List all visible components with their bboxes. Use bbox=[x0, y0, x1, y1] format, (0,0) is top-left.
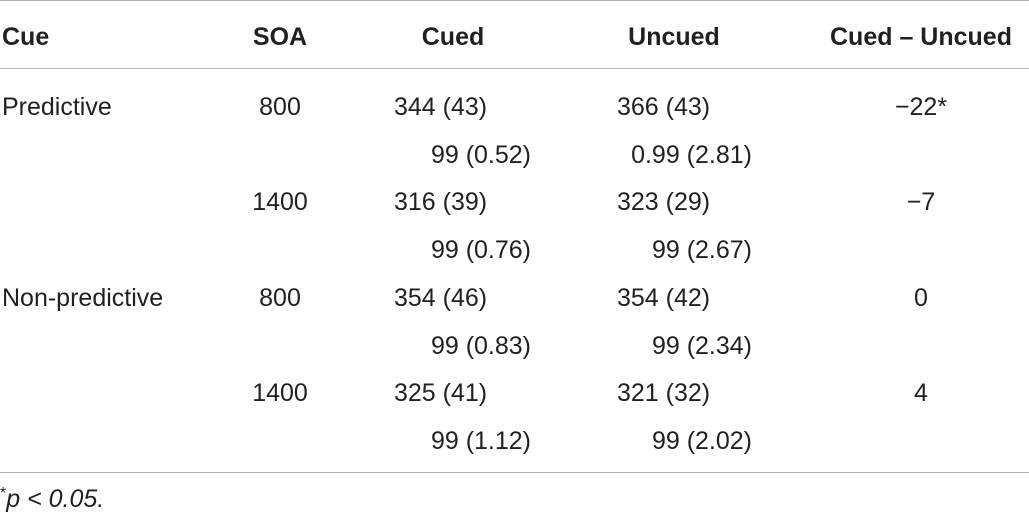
header-cued: Cued bbox=[421, 23, 485, 51]
footnote-text: p < 0.05. bbox=[6, 485, 105, 513]
row-uncued-rt: 323 (29) bbox=[617, 188, 711, 216]
row-soa: 800 bbox=[259, 93, 301, 121]
row-uncued-rt: 321 (32) bbox=[617, 379, 711, 407]
row-cued-rt: 325 (41) bbox=[394, 379, 488, 407]
row-uncued-rt: 354 (42) bbox=[617, 284, 711, 312]
row-difference: 4 bbox=[914, 379, 928, 407]
row-soa: 800 bbox=[259, 284, 301, 312]
footnote-marker: * bbox=[0, 485, 7, 502]
row-difference: −7 bbox=[906, 188, 936, 216]
header-cue: Cue bbox=[2, 23, 50, 51]
header-soa: SOA bbox=[252, 23, 308, 51]
row-uncued-rt: 366 (43) bbox=[617, 93, 711, 121]
row-cued-rt: 354 (46) bbox=[394, 284, 488, 312]
header-uncued: Uncued bbox=[628, 23, 720, 51]
bottom-rule bbox=[0, 472, 1029, 473]
row-uncued-accuracy: 99 (2.02) bbox=[651, 427, 752, 455]
row-difference: 0 bbox=[914, 284, 928, 312]
table-footnote: *p < 0.05. bbox=[0, 484, 104, 514]
row-cued-rt: 344 (43) bbox=[394, 93, 488, 121]
row-uncued-accuracy: 99 (2.67) bbox=[651, 236, 752, 264]
row-difference: −22* bbox=[894, 93, 948, 121]
row-cued-rt: 316 (39) bbox=[394, 188, 488, 216]
top-rule bbox=[0, 0, 1029, 1]
row-soa: 1400 bbox=[252, 379, 308, 407]
row-soa: 1400 bbox=[252, 188, 308, 216]
row-uncued-accuracy: 99 (2.34) bbox=[651, 332, 752, 360]
row-cued-accuracy: 99 (1.12) bbox=[430, 427, 531, 455]
header-rule bbox=[0, 68, 1029, 69]
row-cued-accuracy: 99 (0.83) bbox=[430, 332, 531, 360]
row-cue-label: Non-predictive bbox=[2, 284, 164, 312]
header-cued-minus-uncued: Cued – Uncued bbox=[830, 23, 1012, 51]
row-cue-label: Predictive bbox=[2, 93, 112, 121]
row-cued-accuracy: 99 (0.52) bbox=[430, 141, 531, 169]
row-uncued-accuracy: 0.99 (2.81) bbox=[631, 141, 752, 169]
row-cued-accuracy: 99 (0.76) bbox=[430, 236, 531, 264]
